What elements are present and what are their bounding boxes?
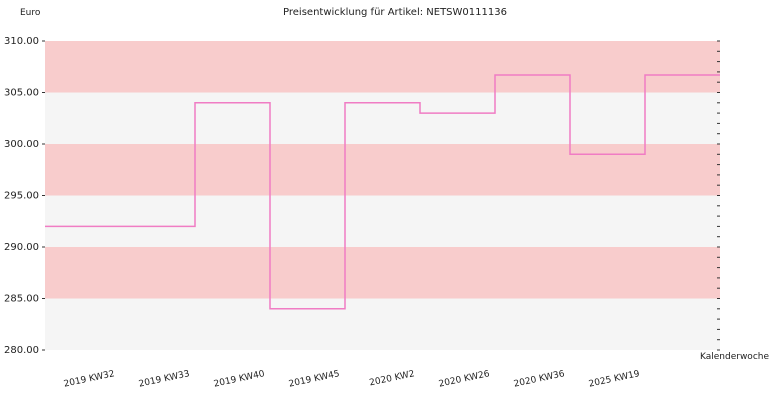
chart-title: Preisentwicklung für Artikel: NETSW01111… xyxy=(283,7,507,18)
x-tick-label: 2020 KW26 xyxy=(438,369,491,390)
background-band xyxy=(45,41,720,93)
x-tick-label: 2025 KW19 xyxy=(588,369,641,390)
price-line xyxy=(45,74,720,310)
y-tick-label: 280.00 xyxy=(4,345,39,356)
y-tick-label: 300.00 xyxy=(4,139,39,150)
x-tick-label: 2019 KW40 xyxy=(213,369,266,390)
y-axis-label: Euro xyxy=(20,8,41,18)
y-tick-label: 285.00 xyxy=(4,294,39,305)
x-axis-label: Kalenderwoche xyxy=(700,352,769,362)
background-band xyxy=(45,144,720,196)
y-tick-label: 290.00 xyxy=(4,242,39,253)
x-tick-label: 2019 KW45 xyxy=(288,369,341,390)
y-tick-label: 310.00 xyxy=(4,36,39,47)
background-band xyxy=(45,247,720,299)
x-tick-label: 2019 KW32 xyxy=(63,369,116,390)
x-tick-label: 2020 KW2 xyxy=(369,369,416,388)
x-tick-label: 2020 KW36 xyxy=(513,369,566,390)
y-tick-label: 305.00 xyxy=(4,88,39,99)
background-band xyxy=(45,92,720,144)
y-tick-label: 295.00 xyxy=(4,191,39,202)
background-band xyxy=(45,298,720,350)
background-band xyxy=(45,195,720,247)
x-tick-label: 2019 KW33 xyxy=(138,369,191,390)
